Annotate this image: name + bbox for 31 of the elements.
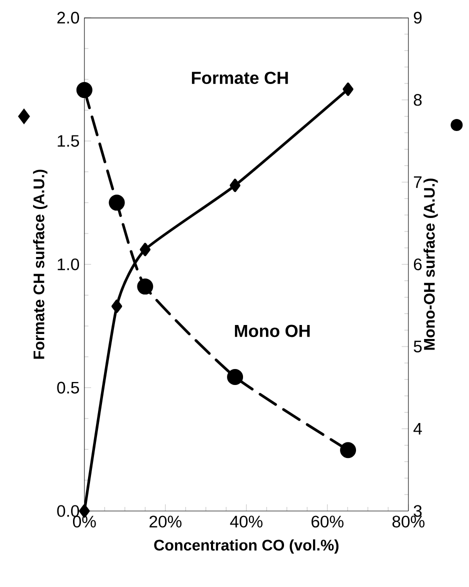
y2-tick-label: 6 (414, 258, 422, 270)
x-tick-label: 0% (73, 516, 96, 528)
x-tick-label: 20% (150, 516, 182, 528)
point (340, 442, 356, 458)
x-tick-label: 80% (392, 516, 424, 528)
x-tick-label: 40% (230, 516, 262, 528)
y-tick-label: 0.5 (57, 382, 79, 394)
point (137, 278, 154, 295)
y-axis-title: Formate CH surface (A.U.) (33, 170, 48, 359)
y2-tick-label: 4 (413, 423, 422, 435)
point (227, 368, 244, 385)
y2-tick-label: 8 (414, 94, 422, 106)
x-axis-title: Concentration CO (vol.%) (154, 539, 338, 554)
y2-tick-label: 9 (414, 12, 422, 24)
text: Formate CH (192, 72, 288, 84)
y2-tick-label: 3 (414, 505, 422, 517)
point (111, 300, 122, 313)
series-label: Mono OH (234, 324, 310, 338)
y-tick-label: 0.0 (57, 505, 80, 517)
y2-tick-label: 5 (414, 340, 422, 352)
y2-tick-label: 7 (414, 176, 422, 188)
point (342, 82, 354, 96)
y-tick-label: 2.0 (57, 12, 80, 24)
point (140, 242, 150, 256)
point (108, 194, 125, 211)
y2-axis-title: Mono-OH surface (A.U.) (424, 178, 438, 350)
point (230, 178, 240, 192)
point (76, 82, 92, 98)
y-tick-label: 1.5 (58, 135, 79, 147)
y-tick-label: 1.0 (58, 258, 80, 270)
x-tick-label: 60% (312, 516, 344, 528)
